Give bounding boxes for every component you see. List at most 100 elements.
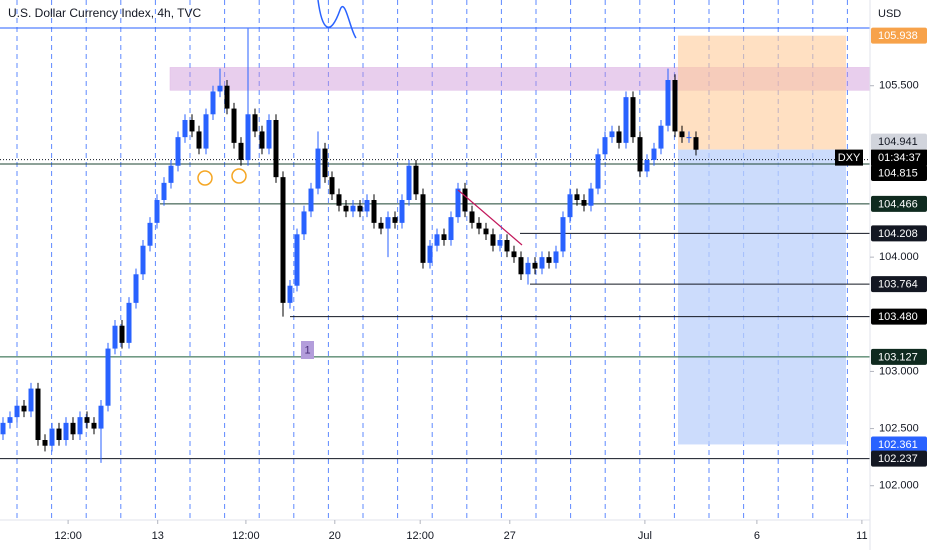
candle-body bbox=[91, 422, 97, 429]
last-price-label: 104.941 bbox=[878, 136, 918, 148]
level-label: 104.208 bbox=[878, 228, 918, 240]
trend-line bbox=[457, 189, 523, 246]
countdown-bg bbox=[871, 149, 927, 166]
candle-body bbox=[630, 97, 636, 138]
level-label: 102.361 bbox=[878, 439, 918, 451]
candle-body bbox=[308, 188, 314, 212]
candle-body bbox=[553, 251, 559, 263]
candle-body bbox=[588, 188, 594, 206]
y-tick-label: 102.500 bbox=[879, 422, 919, 434]
scribble bbox=[317, 0, 357, 39]
candle-body bbox=[70, 422, 76, 435]
candle-body bbox=[413, 165, 419, 195]
candle-body bbox=[574, 194, 580, 200]
candle-body bbox=[609, 131, 615, 138]
candle-body bbox=[259, 131, 265, 149]
candle-body bbox=[371, 200, 377, 223]
level-label: 103.480 bbox=[878, 311, 918, 323]
candle-body bbox=[105, 348, 111, 406]
candle-body bbox=[686, 137, 692, 139]
level-label-bg bbox=[871, 450, 927, 467]
candle-body bbox=[21, 405, 27, 412]
candle-body bbox=[672, 80, 678, 132]
candle-body bbox=[84, 417, 90, 423]
level-label-bg bbox=[871, 276, 927, 293]
candle-body bbox=[7, 417, 13, 423]
x-tick-label: 6 bbox=[754, 530, 760, 542]
y-tick-label: 105.500 bbox=[879, 80, 919, 92]
candle-body bbox=[252, 114, 258, 132]
candle-body bbox=[140, 245, 146, 275]
candle-body bbox=[595, 154, 601, 189]
candle-body bbox=[161, 182, 167, 200]
candle-body bbox=[63, 422, 69, 440]
candle-body bbox=[224, 85, 230, 109]
candle-body bbox=[126, 302, 132, 343]
candle-body bbox=[539, 257, 545, 269]
candle-body bbox=[238, 142, 244, 160]
candle-body bbox=[525, 262, 531, 275]
candle-body bbox=[280, 177, 286, 303]
candle-body bbox=[294, 234, 300, 286]
candle-body bbox=[602, 137, 608, 155]
candle-body bbox=[42, 440, 48, 446]
candle-body bbox=[350, 205, 356, 212]
candle-body bbox=[378, 222, 384, 229]
candle-body bbox=[203, 114, 209, 149]
candle-body bbox=[392, 217, 398, 223]
level-label-bg bbox=[871, 27, 927, 44]
candle-body bbox=[0, 422, 6, 435]
position-target-zone bbox=[678, 149, 846, 445]
plot-area: 1 bbox=[0, 0, 870, 520]
candle-body bbox=[434, 234, 440, 246]
candle-body bbox=[196, 131, 202, 149]
candle-body bbox=[133, 274, 139, 303]
x-tick-label: 20 bbox=[329, 530, 341, 542]
candle-body bbox=[329, 177, 335, 195]
candle-body bbox=[427, 245, 433, 263]
marker-circle bbox=[231, 168, 247, 184]
candle-body bbox=[385, 217, 391, 229]
level-label-bg bbox=[871, 348, 927, 365]
candle-body bbox=[98, 405, 104, 429]
candle-body bbox=[266, 120, 272, 149]
candle-body bbox=[217, 85, 223, 92]
candle-body bbox=[119, 325, 125, 343]
candle-body bbox=[518, 257, 524, 275]
level-label: 104.815 bbox=[878, 167, 918, 179]
candle-body bbox=[154, 200, 160, 223]
candle-body bbox=[420, 194, 426, 263]
candle-body bbox=[175, 137, 181, 166]
level-label: 104.466 bbox=[878, 198, 918, 210]
candle-body bbox=[665, 80, 671, 126]
candle-body bbox=[343, 205, 349, 212]
candle-body bbox=[546, 257, 552, 263]
level-label-bg bbox=[871, 225, 927, 242]
candle-body bbox=[210, 91, 216, 115]
symbol-bg bbox=[835, 149, 863, 166]
annotation-text: 1 bbox=[304, 344, 310, 356]
y-tick-label: 103.000 bbox=[879, 365, 919, 377]
candle-body bbox=[497, 240, 503, 246]
candle-body bbox=[637, 137, 643, 172]
candles bbox=[0, 28, 699, 463]
candle-body bbox=[231, 108, 237, 143]
candle-body bbox=[287, 285, 293, 303]
x-tick-label: 11 bbox=[856, 530, 867, 542]
candle-body bbox=[168, 165, 174, 183]
candle-body bbox=[441, 234, 447, 240]
candle-body bbox=[406, 165, 412, 200]
candle-body bbox=[567, 194, 573, 218]
candle-body bbox=[658, 125, 664, 149]
candle-body bbox=[455, 188, 461, 218]
candle-body bbox=[644, 160, 650, 172]
x-tick-label: 12:00 bbox=[54, 530, 82, 542]
candle-body bbox=[147, 222, 153, 246]
last-price-bg bbox=[871, 133, 927, 150]
candle-body bbox=[469, 211, 475, 223]
candle-body bbox=[182, 120, 188, 138]
candle-body bbox=[301, 211, 307, 235]
candle-body bbox=[399, 200, 405, 223]
candle-body bbox=[581, 200, 587, 206]
